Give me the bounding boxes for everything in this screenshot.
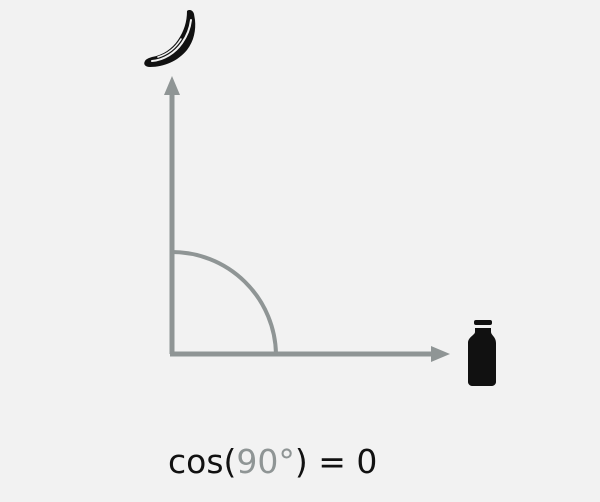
x-axis-group [170,346,450,362]
formula-angle: 90° [236,442,295,481]
y-axis-arrowhead [164,76,180,95]
angle-arc [171,250,278,355]
bottle-icon [468,320,496,386]
banana-icon [144,10,196,67]
formula-suffix: ) = 0 [294,442,378,481]
x-axis-arrowhead [431,346,450,362]
y-axis-group [164,76,180,354]
formula-prefix: cos( [168,442,237,481]
cosine-formula: cos(90°) = 0 [168,438,428,486]
